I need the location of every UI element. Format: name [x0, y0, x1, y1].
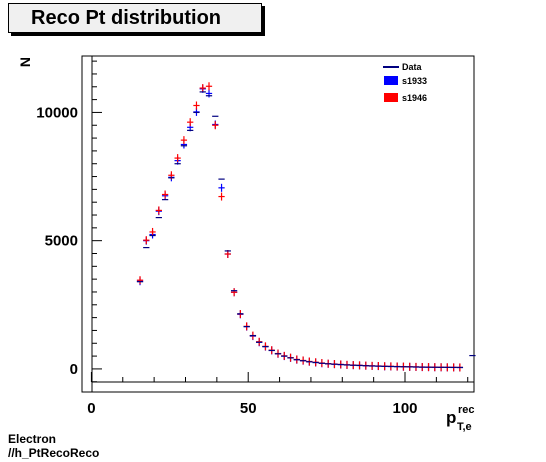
point-s1946 — [174, 154, 181, 163]
legend-label-s1933: s1933 — [402, 76, 427, 86]
point-s1946 — [212, 121, 219, 130]
point-s1946 — [136, 276, 144, 285]
point-s1946 — [230, 288, 238, 297]
y-tick-label: 0 — [70, 361, 78, 378]
plot-frame — [81, 55, 475, 393]
point-s1946 — [199, 84, 206, 93]
footer-line-1: Electron — [8, 432, 57, 446]
point-s1946 — [180, 136, 188, 145]
x-axis-label: p — [446, 408, 456, 427]
x-tick-label: 50 — [240, 400, 257, 417]
point-s1946 — [143, 236, 150, 245]
legend: Data s1933 s1946 — [383, 62, 427, 103]
y-axis: 0 5000 10000 — [36, 56, 102, 392]
x-tick-label: 0 — [87, 400, 95, 417]
x-axis: 0 50 100 — [87, 372, 474, 417]
point-s1933 — [218, 183, 225, 192]
x-axis-label-sub: T,e — [457, 421, 472, 433]
chart-title: Reco Pt distribution — [31, 7, 221, 29]
y-tick-label: 5000 — [45, 233, 78, 250]
legend-label-s1946: s1946 — [402, 93, 427, 103]
point-s1946 — [161, 190, 169, 199]
data-marks — [136, 82, 476, 372]
legend-swatch-s1946 — [384, 93, 398, 102]
legend-label-data: Data — [402, 62, 423, 72]
y-axis-label: N — [17, 57, 33, 67]
title-box: Reco Pt distribution — [8, 3, 262, 33]
x-axis-label-sup: rec — [458, 404, 475, 416]
x-tick-label: 100 — [392, 400, 417, 417]
point-s1946 — [193, 101, 200, 110]
footer-line-2: //h_PtRecoReco — [8, 446, 100, 460]
point-s1946 — [149, 227, 156, 236]
point-s1946 — [218, 192, 225, 201]
point-s1946 — [187, 118, 194, 127]
legend-swatch-s1933 — [384, 76, 398, 85]
y-tick-label: 10000 — [36, 104, 78, 121]
point-s1946 — [155, 206, 162, 215]
point-s1946 — [205, 82, 213, 91]
